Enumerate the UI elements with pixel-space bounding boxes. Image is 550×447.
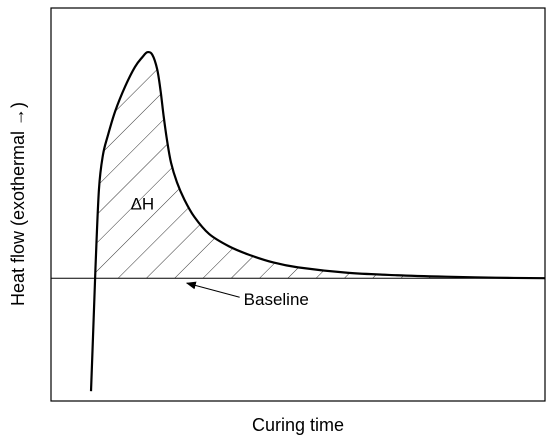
y-axis-label: Heat flow (exothermal →) [8, 102, 28, 306]
baseline-arrow [185, 281, 240, 298]
x-axis-label: Curing time [252, 415, 344, 435]
baseline-label: Baseline [244, 290, 309, 309]
plot-frame [50, 7, 546, 402]
delta-h-hatched-area [95, 52, 545, 279]
heat-flow-curve [89, 50, 546, 392]
delta-h-label: ΔH [131, 194, 155, 213]
